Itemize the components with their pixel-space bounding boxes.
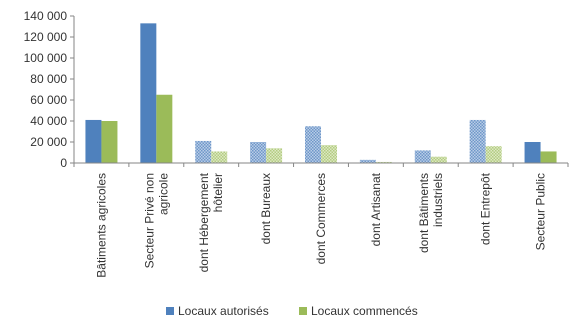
bar-locaux-commences-5 <box>375 161 392 163</box>
bar-locaux-autorises-2 <box>195 140 212 163</box>
category-label-line: Bâtiments agricoles <box>94 173 108 278</box>
bar-locaux-commences-6 <box>430 156 447 163</box>
legend-swatch <box>299 307 307 315</box>
category-label: dont Hébergement hôtelier <box>197 172 225 272</box>
category-label-line: dont Artisanat <box>369 172 383 246</box>
bar-locaux-commences-0 <box>101 121 118 163</box>
bar-locaux-commences-4 <box>321 145 337 163</box>
y-tick-label: 120 000 <box>24 30 68 44</box>
bar-locaux-autorises-4 <box>305 126 321 163</box>
legend-item-locaux-autorises: Locaux autorisés <box>166 304 269 318</box>
legend: Locaux autorisés Locaux commencés <box>166 304 418 318</box>
y-tick-label: 100 000 <box>24 51 68 65</box>
category-label: Secteur Privé non agricole <box>142 173 170 269</box>
bar-locaux-commences-1 <box>156 94 173 163</box>
legend-label: Locaux commencés <box>311 304 418 318</box>
bars <box>85 23 557 163</box>
category-label: dont Artisanat <box>369 172 383 246</box>
bar-locaux-autorises-3 <box>250 142 267 163</box>
y-axis: 0 20 000 40 000 60 000 80 000 100 000 120 000 1… <box>24 9 75 170</box>
category-label: dont Bureaux <box>259 173 273 244</box>
category-label: dont Bâtiments industriels <box>417 173 445 253</box>
category-label-line: Secteur Public <box>534 173 548 250</box>
bar-locaux-autorises-8 <box>524 142 541 163</box>
legend-item-locaux-commences: Locaux commencés <box>299 304 418 318</box>
bar-locaux-commences-2 <box>211 151 228 163</box>
category-label-line: agricole <box>156 173 170 215</box>
category-label-line: dont Commerces <box>314 173 328 264</box>
category-label-line: dont Bureaux <box>259 173 273 244</box>
legend-swatch <box>166 307 174 315</box>
bar-locaux-commences-7 <box>485 146 502 163</box>
category-label: dont Commerces <box>314 173 328 264</box>
category-label-line: industriels <box>431 173 445 227</box>
category-label: Bâtiments agricoles <box>94 173 108 278</box>
bar-locaux-autorises-7 <box>469 119 486 163</box>
category-label-line: Secteur Privé non <box>142 173 156 268</box>
category-label-line: dont Entrepôt <box>479 172 493 245</box>
category-label-line: dont Bâtiments <box>417 173 431 253</box>
bar-locaux-autorises-6 <box>414 150 431 163</box>
category-label-line: hôtelier <box>211 173 225 212</box>
y-tick-label: 20 000 <box>30 135 67 149</box>
category-label-line: dont Hébergement <box>197 172 211 272</box>
y-tick-label: 140 000 <box>24 9 68 23</box>
bar-locaux-commences-3 <box>266 148 283 163</box>
bar-locaux-autorises-1 <box>140 23 157 163</box>
bar-locaux-commences-8 <box>540 151 557 163</box>
y-tick-label: 40 000 <box>30 114 67 128</box>
bar-locaux-autorises-5 <box>359 159 376 163</box>
legend-label: Locaux autorisés <box>178 304 269 318</box>
y-tick-label: 80 000 <box>30 72 67 86</box>
x-axis: Bâtiments agricoles Secteur Privé non agri… <box>73 162 569 278</box>
y-tick-label: 60 000 <box>30 93 67 107</box>
category-label: Secteur Public <box>534 173 548 250</box>
category-label: dont Entrepôt <box>479 172 493 245</box>
bar-locaux-autorises-0 <box>85 119 102 163</box>
y-tick-label: 0 <box>60 156 67 170</box>
